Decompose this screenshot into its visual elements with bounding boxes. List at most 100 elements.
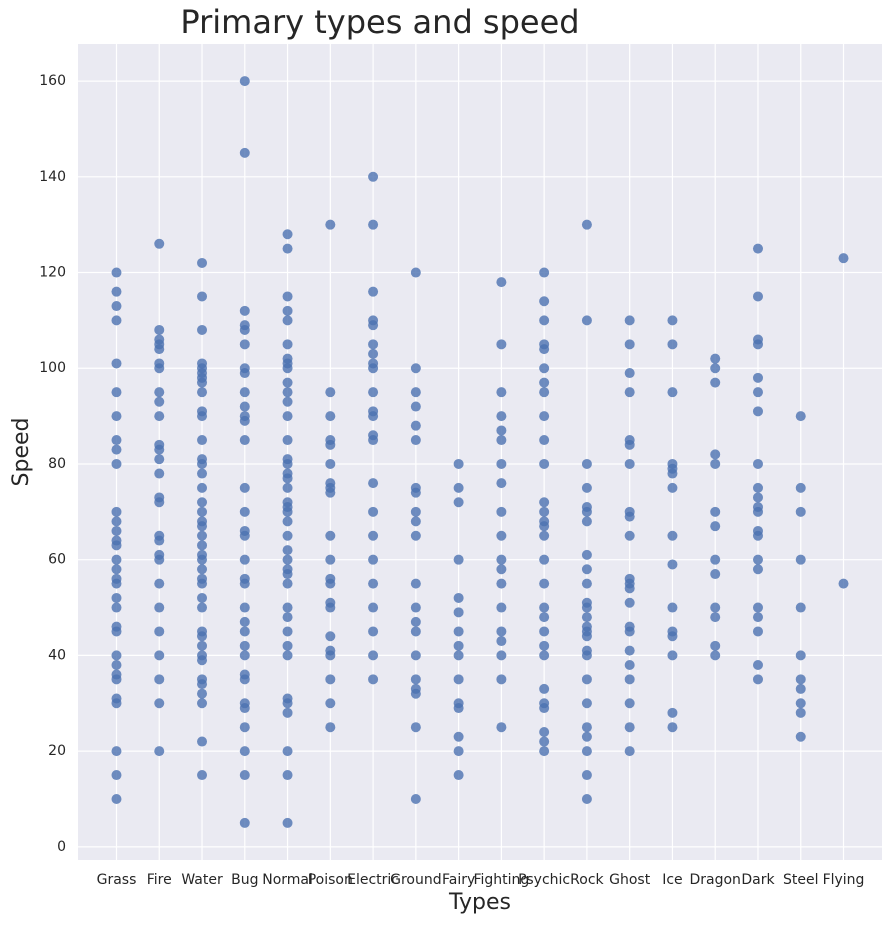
point bbox=[581, 482, 592, 493]
point bbox=[239, 817, 250, 828]
point bbox=[581, 602, 592, 613]
point bbox=[539, 411, 550, 422]
point bbox=[539, 363, 550, 374]
point bbox=[581, 731, 592, 742]
point bbox=[752, 626, 763, 637]
point bbox=[496, 458, 507, 469]
point bbox=[752, 554, 763, 565]
point bbox=[453, 640, 464, 651]
y-tick-label: 0 bbox=[57, 839, 66, 855]
point bbox=[496, 435, 507, 446]
point bbox=[410, 722, 421, 733]
x-tick-label: Ground bbox=[390, 872, 442, 888]
point bbox=[111, 659, 122, 670]
point bbox=[581, 746, 592, 757]
point bbox=[197, 578, 208, 589]
point bbox=[197, 655, 208, 666]
point bbox=[539, 377, 550, 388]
point bbox=[752, 243, 763, 254]
point bbox=[197, 554, 208, 565]
point bbox=[795, 482, 806, 493]
point bbox=[239, 387, 250, 398]
point bbox=[496, 277, 507, 288]
point bbox=[197, 592, 208, 603]
point bbox=[496, 626, 507, 637]
point bbox=[710, 640, 721, 651]
point bbox=[667, 707, 678, 718]
point bbox=[368, 506, 379, 517]
point bbox=[239, 626, 250, 637]
point bbox=[453, 731, 464, 742]
point bbox=[667, 650, 678, 661]
point bbox=[111, 746, 122, 757]
point bbox=[325, 578, 336, 589]
point bbox=[239, 305, 250, 316]
point bbox=[282, 530, 293, 541]
x-tick-label: Fairy bbox=[442, 872, 475, 888]
point bbox=[239, 578, 250, 589]
point bbox=[624, 315, 635, 326]
point bbox=[581, 770, 592, 781]
point bbox=[197, 640, 208, 651]
point bbox=[581, 793, 592, 804]
point bbox=[453, 626, 464, 637]
point bbox=[410, 435, 421, 446]
point bbox=[325, 674, 336, 685]
x-tick-label: Ghost bbox=[609, 872, 651, 888]
point bbox=[111, 506, 122, 517]
point bbox=[539, 650, 550, 661]
point bbox=[667, 602, 678, 613]
point bbox=[368, 363, 379, 374]
point bbox=[710, 602, 721, 613]
point bbox=[197, 679, 208, 690]
point bbox=[539, 267, 550, 278]
point bbox=[795, 650, 806, 661]
point bbox=[154, 324, 165, 335]
point bbox=[282, 315, 293, 326]
x-tick-label: Rock bbox=[570, 872, 604, 888]
x-tick-label: Water bbox=[181, 872, 223, 888]
point bbox=[795, 554, 806, 565]
point bbox=[111, 698, 122, 709]
point bbox=[282, 435, 293, 446]
point bbox=[410, 487, 421, 498]
point bbox=[410, 688, 421, 699]
point bbox=[581, 516, 592, 527]
point bbox=[539, 554, 550, 565]
point bbox=[368, 171, 379, 182]
point bbox=[410, 516, 421, 527]
point bbox=[453, 674, 464, 685]
point bbox=[752, 291, 763, 302]
point bbox=[368, 578, 379, 589]
point bbox=[239, 530, 250, 541]
point bbox=[752, 659, 763, 670]
point bbox=[197, 530, 208, 541]
point bbox=[496, 530, 507, 541]
point bbox=[539, 578, 550, 589]
point bbox=[111, 578, 122, 589]
point bbox=[581, 612, 592, 623]
point bbox=[325, 487, 336, 498]
point bbox=[453, 607, 464, 618]
point bbox=[154, 387, 165, 398]
point bbox=[496, 339, 507, 350]
point bbox=[710, 569, 721, 580]
point bbox=[239, 415, 250, 426]
y-tick-label: 120 bbox=[39, 265, 66, 281]
point bbox=[539, 746, 550, 757]
point bbox=[282, 569, 293, 580]
point bbox=[624, 368, 635, 379]
point bbox=[325, 722, 336, 733]
point bbox=[539, 703, 550, 714]
point bbox=[752, 612, 763, 623]
point bbox=[239, 368, 250, 379]
point bbox=[325, 387, 336, 398]
point bbox=[581, 698, 592, 709]
point bbox=[154, 344, 165, 355]
point bbox=[795, 698, 806, 709]
point bbox=[197, 377, 208, 388]
point bbox=[368, 286, 379, 297]
point bbox=[111, 358, 122, 369]
point bbox=[368, 320, 379, 331]
